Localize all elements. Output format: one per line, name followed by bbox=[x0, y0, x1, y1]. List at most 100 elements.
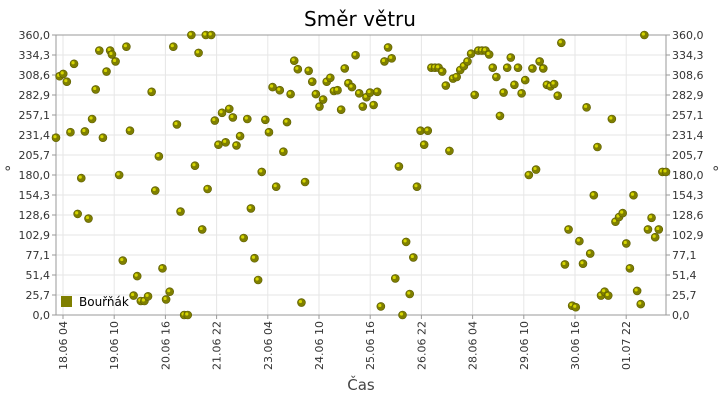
data-point-highlight bbox=[634, 288, 638, 292]
data-point-highlight bbox=[436, 65, 440, 69]
data-point-highlight bbox=[638, 301, 642, 305]
x-tick-label: 01.07 22 bbox=[620, 321, 633, 370]
data-point-highlight bbox=[414, 184, 418, 188]
data-point-highlight bbox=[212, 117, 216, 122]
data-point-highlight bbox=[623, 240, 627, 245]
data-point-highlight bbox=[352, 52, 357, 56]
y-tick-label-right: 77,1 bbox=[672, 249, 697, 262]
data-point-highlight bbox=[64, 79, 68, 83]
y-tick-label-left: 128,6 bbox=[19, 209, 51, 222]
data-point-highlight bbox=[461, 63, 465, 67]
data-point-highlight bbox=[360, 103, 364, 108]
y-axis-left-ticks: 0,0 25,7 51,4 77,1 102,9 128,6 154,3 180,0 205,7… bbox=[19, 29, 56, 322]
data-point-highlight bbox=[313, 91, 317, 95]
data-point-highlight bbox=[223, 139, 227, 143]
data-point-highlight bbox=[244, 116, 248, 120]
data-point-highlight bbox=[511, 82, 516, 86]
x-tick-label: 20.06 16 bbox=[159, 321, 172, 370]
data-point-highlight bbox=[188, 32, 192, 36]
data-point-highlight bbox=[439, 68, 443, 73]
data-point-highlight bbox=[298, 299, 303, 304]
data-point-highlight bbox=[630, 192, 635, 196]
y-axis-title-right: ° bbox=[712, 163, 720, 181]
y-tick-label-left: 0,0 bbox=[33, 309, 51, 322]
data-point-highlight bbox=[109, 51, 113, 56]
data-point-highlight bbox=[533, 166, 537, 171]
data-point-highlight bbox=[159, 265, 164, 269]
y-tick-label-right: 128,6 bbox=[672, 209, 704, 222]
data-point-highlight bbox=[163, 296, 167, 301]
y-tick-label-right: 51,4 bbox=[672, 269, 697, 282]
data-point-highlight bbox=[185, 312, 189, 316]
data-points bbox=[51, 30, 671, 320]
legend-label: Bouřňák bbox=[79, 295, 129, 309]
data-point-highlight bbox=[320, 96, 324, 101]
data-point-highlight bbox=[464, 58, 469, 63]
data-point-highlight bbox=[53, 135, 57, 139]
data-point-highlight bbox=[493, 74, 497, 78]
data-point-highlight bbox=[295, 66, 299, 70]
data-point-highlight bbox=[309, 79, 313, 83]
y-tick-label-left: 205,7 bbox=[19, 149, 51, 162]
data-point-highlight bbox=[537, 58, 541, 63]
data-point-highlight bbox=[277, 87, 281, 91]
data-point-highlight bbox=[645, 226, 649, 231]
data-point-highlight bbox=[399, 312, 404, 316]
data-point-highlight bbox=[141, 298, 146, 302]
data-point-highlight bbox=[403, 239, 407, 243]
data-point-highlight bbox=[255, 277, 259, 281]
data-point-highlight bbox=[407, 291, 411, 295]
data-point-highlight bbox=[627, 265, 631, 269]
y-tick-label-left: 231,4 bbox=[19, 129, 51, 142]
data-point-highlight bbox=[500, 89, 505, 94]
y-tick-label-left: 360,0 bbox=[19, 29, 51, 42]
y-tick-label-right: 25,7 bbox=[672, 289, 697, 302]
data-point-highlight bbox=[562, 261, 566, 266]
data-point-highlight bbox=[522, 77, 526, 81]
data-point-highlight bbox=[583, 104, 588, 108]
data-point-highlight bbox=[565, 226, 570, 231]
data-point-highlight bbox=[526, 172, 530, 176]
data-point-highlight bbox=[219, 110, 223, 114]
data-point-highlight bbox=[302, 179, 306, 183]
legend-swatch bbox=[61, 296, 72, 307]
data-point-highlight bbox=[580, 261, 584, 265]
data-point-highlight bbox=[203, 32, 207, 36]
data-point-highlight bbox=[602, 289, 606, 293]
data-point-highlight bbox=[652, 234, 656, 238]
data-point-highlight bbox=[248, 205, 252, 210]
data-point-highlight bbox=[167, 289, 171, 293]
data-point-highlight bbox=[356, 90, 360, 94]
data-point-highlight bbox=[381, 58, 386, 63]
y-axis-title-left: ° bbox=[4, 163, 12, 181]
data-point-highlight bbox=[648, 215, 653, 219]
y-tick-label-left: 180,0 bbox=[19, 169, 51, 182]
data-point-highlight bbox=[468, 51, 472, 55]
data-point-highlight bbox=[316, 103, 321, 108]
data-point-highlight bbox=[60, 71, 64, 75]
data-point-highlight bbox=[345, 80, 349, 84]
x-tick-label: 21.06 22 bbox=[211, 321, 224, 370]
y-tick-label-right: 0,0 bbox=[672, 309, 690, 322]
data-point-highlight bbox=[620, 210, 624, 214]
data-point-highlight bbox=[269, 84, 274, 88]
data-point-highlight bbox=[410, 254, 414, 259]
y-tick-label-right: 102,9 bbox=[672, 229, 704, 242]
data-point-highlight bbox=[230, 114, 234, 119]
data-point-highlight bbox=[89, 116, 93, 120]
data-point-highlight bbox=[573, 304, 577, 308]
data-point-highlight bbox=[116, 172, 120, 176]
x-tick-label: 28.06 04 bbox=[467, 321, 480, 370]
data-point-highlight bbox=[457, 67, 461, 71]
x-tick-label: 18.06 04 bbox=[57, 321, 70, 370]
x-tick-label: 25.06 16 bbox=[364, 321, 377, 370]
data-point-highlight bbox=[616, 214, 620, 218]
data-point-highlight bbox=[663, 169, 667, 173]
data-point-highlight bbox=[93, 86, 97, 91]
data-point-highlight bbox=[177, 208, 182, 213]
data-point-highlight bbox=[371, 102, 375, 106]
data-point-highlight bbox=[291, 58, 295, 62]
data-point-highlight bbox=[237, 133, 241, 137]
data-point-highlight bbox=[324, 79, 328, 83]
